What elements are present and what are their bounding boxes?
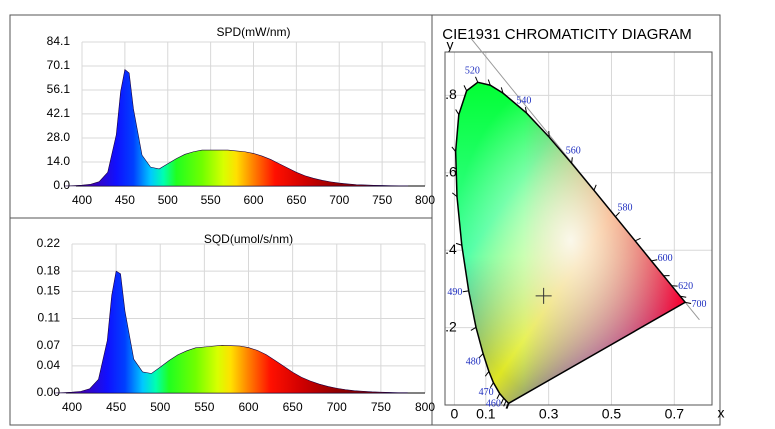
locus-tick — [484, 371, 490, 377]
x-tick-label: 450 — [106, 400, 126, 414]
y-tick-label: 28.0 — [47, 130, 71, 144]
x-tick-label: 700 — [327, 400, 347, 414]
locus-tick — [455, 109, 460, 115]
x-tick-label: 650 — [283, 400, 303, 414]
x-tick-label: 600 — [238, 400, 258, 414]
y-tick-label: .6 — [445, 164, 457, 180]
wavelength-label: 700 — [691, 299, 706, 310]
y-tick-label: 0.15 — [37, 284, 61, 298]
locus-tick — [451, 192, 458, 198]
x-tick-label: 0 — [451, 406, 459, 422]
y-tick-label: .2 — [445, 318, 457, 334]
locus-tick — [503, 400, 507, 407]
locus-tick — [462, 290, 469, 293]
x-tick-label: 600 — [243, 193, 263, 207]
y-tick-label: 0.04 — [37, 358, 61, 372]
locus-tick — [455, 242, 462, 246]
spectrum-area — [64, 69, 409, 187]
locus-fill — [455, 82, 686, 404]
y-tick-label: 0.18 — [37, 263, 61, 277]
locus-tick — [478, 353, 484, 359]
locus-tick — [487, 79, 491, 86]
locus-tick — [500, 397, 505, 404]
y-tick-label: 0.00 — [37, 385, 61, 399]
locus-tick — [489, 382, 494, 389]
y-tick-label: 42.1 — [47, 106, 71, 120]
locus-tick — [524, 107, 528, 114]
wavelength-label: 480 — [466, 357, 481, 368]
y-tick-label: 0.11 — [38, 311, 61, 325]
x-tick-label: 500 — [158, 193, 178, 207]
y-tick-label: 14.0 — [47, 154, 71, 168]
spectral-locus — [454, 81, 687, 404]
y-tick-label: 56.1 — [47, 82, 71, 96]
locus-tick — [593, 184, 597, 191]
x-tick-label: 650 — [286, 193, 306, 207]
y-tick-label: 0.22 — [37, 236, 61, 250]
x-tick-label: 0.3 — [539, 406, 559, 422]
x-tick-label: 0.7 — [665, 406, 685, 422]
locus-tick — [475, 76, 479, 83]
wavelength-label: 490 — [447, 287, 462, 298]
x-tick-label: 400 — [72, 193, 92, 207]
locus-tick — [615, 211, 620, 218]
spectrum-area — [54, 270, 408, 394]
plot-frame — [444, 51, 713, 406]
chart-title: SPD(mW/nm) — [217, 25, 291, 39]
x-tick-label: 550 — [194, 400, 214, 414]
x-tick-label: 800 — [415, 400, 435, 414]
x-tick-label: 700 — [329, 193, 349, 207]
x-tick-label: 450 — [115, 193, 135, 207]
x-tick-label: 0.5 — [602, 406, 622, 422]
wavelength-label: 460 — [486, 399, 501, 410]
charts: SPD(mW/nm) 400 450 500 550 600 650 700 750 800 0.0… — [37, 25, 725, 422]
x-tick-label: 750 — [371, 400, 391, 414]
y-tick-label: 0.0 — [53, 178, 70, 192]
x-axis-label: x — [718, 405, 725, 421]
locus-tick — [685, 301, 692, 304]
outer-frame — [9, 14, 721, 426]
locus-tick — [470, 326, 477, 331]
chromaticity-point — [535, 287, 552, 304]
chart-title: SQD(umol/s/nm) — [204, 232, 293, 246]
x-tick-label: 550 — [201, 193, 221, 207]
locus-tick — [500, 87, 504, 94]
wavelength-label: 600 — [658, 253, 673, 264]
x-tick-label: 800 — [415, 193, 435, 207]
wavelength-label: 540 — [516, 96, 531, 107]
locus-color — [455, 82, 686, 404]
locus-tick — [506, 402, 510, 409]
y-tick-label: .4 — [445, 241, 457, 257]
locus-tick — [634, 237, 641, 242]
wavelength-label: 470 — [479, 387, 494, 398]
x-tick-label: 0.1 — [476, 406, 496, 422]
wavelength-label: 580 — [618, 202, 633, 213]
locus-tick — [505, 402, 509, 409]
locus-tick — [571, 157, 573, 164]
locus-tick — [651, 259, 658, 262]
chart-title: CIE1931 CHROMATICITY DIAGRAM — [442, 26, 692, 43]
x-tick-label: 750 — [372, 193, 392, 207]
y-tick-label: 0.07 — [37, 338, 61, 352]
wavelength-label: 620 — [678, 281, 693, 292]
x-tick-label: 500 — [150, 400, 170, 414]
wavelength-label: 520 — [465, 66, 480, 77]
y-tick-label: 84.1 — [47, 34, 71, 48]
wavelength-label: 560 — [566, 146, 581, 157]
locus-tick — [451, 146, 457, 152]
locus-tick — [496, 393, 501, 400]
locus-tick — [680, 295, 687, 298]
y-axis-label: y — [447, 37, 454, 53]
y-tick-label: .8 — [445, 86, 457, 102]
locus-tick — [463, 85, 468, 91]
x-tick-label: 400 — [62, 400, 82, 414]
y-tick-label: 70.1 — [47, 58, 71, 72]
